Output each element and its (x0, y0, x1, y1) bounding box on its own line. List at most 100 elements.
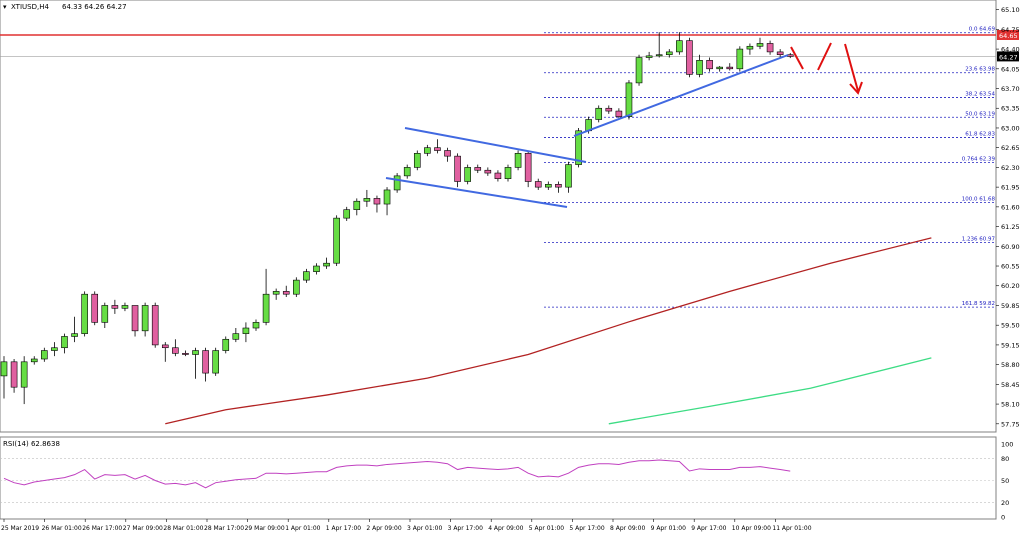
grid-layer: 0.0 64.69 23.6 63.98 38.2 63.54 50.0 63.19 6… (0, 27, 996, 308)
current-price-label: 64.27 (999, 53, 1018, 61)
fib-level-label: 161.8 59.82 (962, 301, 995, 307)
candle (756, 37, 764, 50)
candle (555, 181, 562, 193)
candle (645, 51, 653, 61)
candle (303, 268, 310, 283)
candle-body-bull (403, 167, 411, 177)
candle-body-bear (182, 353, 189, 355)
time-tick-label: 11 Apr 01:00 (772, 525, 811, 532)
candle (565, 161, 572, 193)
candle (393, 173, 401, 193)
candle (212, 347, 219, 376)
candle-body-bull (565, 164, 572, 188)
candle (494, 170, 502, 182)
candle-body-bear (494, 172, 502, 179)
candle (41, 347, 48, 362)
price-tick-label: 59.15 (1001, 341, 1020, 349)
candle (454, 153, 461, 188)
candle (121, 302, 129, 312)
candle (141, 302, 149, 337)
rsi-tick-label: 20 (1001, 499, 1009, 507)
candle (746, 43, 754, 55)
candle (655, 32, 663, 58)
fib-level-label: 23.6 63.98 (965, 67, 995, 73)
candle-body-bear (151, 305, 159, 346)
candle-body-bull (393, 175, 401, 191)
candle (101, 302, 109, 329)
candle-body-bull (756, 43, 764, 47)
candle-body-bull (665, 51, 673, 56)
candle-body-bull (323, 262, 330, 267)
candle (665, 49, 673, 58)
candle-body-bear (444, 150, 451, 157)
time-tick-label: 5 Apr 01:00 (529, 525, 564, 532)
candle-body-bull (514, 153, 522, 168)
price-tick-label: 61.95 (1001, 184, 1020, 192)
candle-body-bear (282, 291, 290, 295)
candle (262, 268, 270, 326)
candle (403, 164, 411, 179)
candle-body-bear (766, 43, 774, 53)
price-tick-label: 58.80 (1001, 361, 1020, 369)
candle-body-bull (736, 48, 744, 70)
candle-body-bear (726, 66, 734, 70)
candle (424, 144, 431, 157)
candle-body-bull (635, 57, 643, 84)
candle (182, 350, 189, 357)
moving-average-layer (165, 237, 932, 425)
chart-ohlc: 64.33 64.26 64.27 (62, 3, 127, 11)
candle (111, 299, 119, 314)
projection-stroke-1 (790, 46, 804, 70)
candle (282, 285, 290, 298)
candle-body-bull (293, 279, 300, 295)
candle-body-bear (202, 350, 209, 374)
candle (202, 347, 209, 382)
candle (605, 105, 613, 114)
time-tick-label: 9 Apr 01:00 (651, 525, 686, 532)
candle (222, 336, 230, 354)
candle (151, 302, 159, 348)
candle (484, 167, 492, 176)
candle (293, 277, 300, 298)
candle (736, 46, 744, 72)
price-tick-label: 59.50 (1001, 322, 1020, 330)
candle (252, 319, 260, 331)
candle-body-bull (192, 350, 199, 355)
candle-body-bear (373, 198, 381, 205)
candle-body-bull (504, 167, 512, 179)
resistance-price-label: 64.65 (999, 32, 1018, 40)
candle-body-bull (20, 361, 28, 388)
candle-body-bull (343, 209, 351, 219)
candle-body-bull (232, 333, 240, 340)
fib-level-label: 38.2 63.54 (965, 92, 995, 98)
candle-body-bear (91, 293, 99, 323)
candle-body-bear (434, 147, 441, 151)
fib-level-label: 100.0 61.68 (962, 196, 996, 202)
time-tick-label: 1 Apr 01:00 (285, 525, 320, 532)
candle (766, 40, 774, 55)
candle-body-bull (696, 60, 703, 75)
candle (726, 63, 734, 71)
candle-body-bull (71, 333, 78, 337)
candle-body-bull (424, 147, 431, 154)
time-tick-label: 8 Apr 09:00 (610, 525, 645, 532)
price-tick-label: 60.20 (1001, 282, 1020, 290)
time-tick-label: 4 Apr 09:00 (488, 525, 523, 532)
candle-body-bear (484, 169, 492, 174)
time-tick-label: 9 Apr 17:00 (691, 525, 726, 532)
time-tick-label: 2 Apr 09:00 (366, 525, 401, 532)
price-tick-label: 61.60 (1001, 203, 1020, 211)
candle (615, 108, 623, 120)
candle (71, 316, 78, 343)
candle (696, 54, 703, 78)
down-arrow-icon (844, 43, 863, 95)
candle-body-bull (313, 265, 320, 272)
candle (242, 322, 250, 343)
time-tick-label: 25 Mar 2019 (1, 525, 39, 532)
candle (272, 288, 280, 300)
candle (91, 291, 99, 326)
price-tick-label: 60.55 (1001, 263, 1020, 271)
candle (635, 54, 643, 86)
candle (524, 150, 532, 188)
